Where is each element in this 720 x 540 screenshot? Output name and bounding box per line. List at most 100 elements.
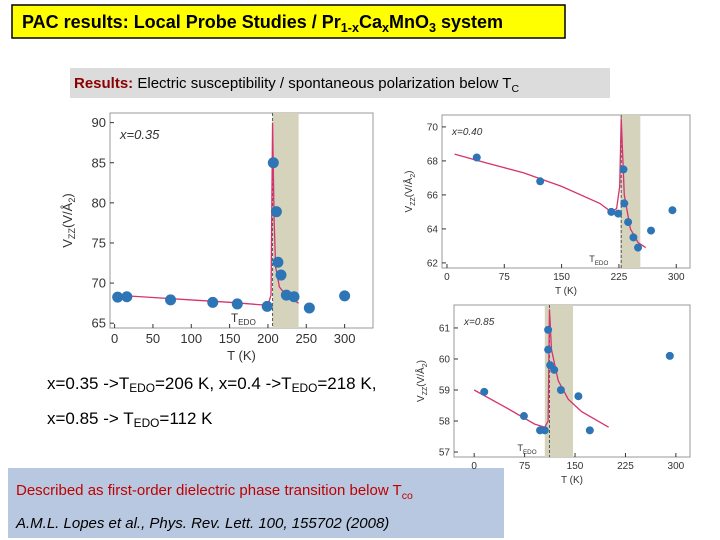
y-axis-label: VZZ(V/Å2) [60, 193, 77, 248]
data-point [544, 345, 553, 354]
subtitle-part: Results: [74, 75, 133, 92]
y-axis-label-part: V [416, 395, 427, 402]
data-point [480, 387, 489, 396]
data-point [620, 199, 629, 208]
data-point [647, 226, 656, 235]
y-tick-label: 75 [92, 236, 106, 251]
data-point [585, 426, 594, 435]
fit-curve [454, 118, 647, 249]
x-tick-label: 0 [444, 272, 450, 283]
x-tick-label: 50 [146, 331, 160, 346]
y-tick-label: 57 [439, 448, 451, 459]
data-point [261, 300, 273, 312]
data-point [574, 392, 583, 401]
data-point [629, 233, 638, 242]
data-point [165, 294, 177, 306]
y-axis-label-part: 2 [67, 198, 77, 203]
data-point [550, 365, 559, 374]
title-part: PAC results: Local Probe Studies / Pr [22, 12, 341, 32]
y-axis-label-part: V [60, 239, 75, 248]
data-point [519, 412, 528, 421]
t-edo-label-part: T [231, 312, 238, 325]
data-point [207, 296, 219, 308]
note: Described as first-order dielectric phas… [16, 482, 413, 502]
t-edo-label-part: EDO [595, 260, 609, 267]
t-edo-label: TEDO [231, 312, 256, 327]
t-edo-label-part: T [517, 443, 523, 453]
data-point [272, 256, 284, 268]
title-part: system [436, 12, 503, 32]
x-tick-label: 225 [611, 272, 628, 283]
y-tick-label: 85 [92, 155, 106, 170]
t-edo-label: TEDO [517, 443, 536, 456]
data-point [472, 153, 481, 162]
t-edo-label-part: EDO [523, 449, 537, 456]
y-tick-label: 65 [92, 316, 106, 331]
y-tick-label: 60 [439, 354, 451, 365]
annotation: x=0.40 [451, 127, 483, 138]
annotation: x=0.35 [119, 127, 160, 142]
shaded-region [620, 115, 641, 268]
y-axis-label-part: 2 [410, 174, 417, 178]
data-point [665, 351, 674, 360]
y-tick-label: 62 [427, 258, 439, 269]
x-tick-label: 150 [219, 331, 241, 346]
y-axis-label-part: (V/Å [414, 367, 427, 387]
data-point [288, 291, 300, 303]
y-axis-label-part: V [404, 205, 415, 212]
data-point [614, 209, 623, 218]
t-edo-label-part: EDO [238, 318, 256, 327]
data-point [556, 385, 565, 394]
x-tick-label: 75 [519, 461, 531, 472]
x-tick-label: 300 [334, 331, 356, 346]
data-point [339, 290, 351, 302]
x-tick-label: 0 [471, 461, 477, 472]
plot-area [109, 112, 374, 329]
data-point [668, 206, 677, 215]
y-tick-label: 64 [427, 224, 439, 235]
data-point [634, 243, 643, 252]
title-part: 3 [429, 21, 436, 35]
line2: x=0.85 -> TEDO=112 K [47, 409, 213, 430]
data-point [270, 206, 282, 218]
y-axis-label-part: ZZ [67, 228, 77, 240]
line-part: =218 K, [317, 374, 376, 393]
annotation: x=0.85 [463, 317, 495, 328]
y-axis-label-part: ZZ [410, 197, 417, 206]
y-tick-label: 90 [92, 115, 106, 130]
line-part: EDO [129, 381, 155, 395]
x-axis-label: T (K) [227, 348, 256, 363]
y-axis-label: VZZ(V/Å2) [414, 360, 429, 402]
y-axis-label-part: (V/Å [60, 202, 75, 228]
data-point [624, 218, 633, 227]
x-axis-label: T (K) [555, 286, 577, 297]
x-tick-label: 200 [257, 331, 279, 346]
data-point [112, 291, 124, 303]
y-tick-label: 61 [439, 323, 451, 334]
data-point [607, 207, 616, 216]
note-box [8, 468, 504, 538]
data-point [267, 157, 279, 169]
note-part: Described as first-order dielectric phas… [16, 482, 402, 499]
title-part: x [382, 21, 389, 35]
y-axis-label-part: ) [416, 360, 427, 363]
x-tick-label: 75 [499, 272, 511, 283]
y-tick-label: 58 [439, 417, 451, 428]
line-part: x=0.85 -> T [47, 409, 134, 428]
x-tick-label: 250 [295, 331, 317, 346]
x-tick-label: 100 [180, 331, 202, 346]
title-box [11, 4, 566, 39]
y-tick-label: 66 [427, 190, 439, 201]
data-point [544, 325, 553, 334]
y-axis-label-part: ZZ [422, 386, 429, 395]
y-axis-label-part: ) [60, 193, 75, 197]
data-point [619, 165, 628, 174]
x-tick-label: 300 [668, 272, 685, 283]
subtitle-part: Electric susceptibility / spontaneous po… [133, 75, 511, 92]
y-tick-label: 59 [439, 385, 451, 396]
line-part: =206 K, x=0.4 ->T [155, 374, 292, 393]
y-axis-label-part: (V/Å [402, 177, 415, 197]
x-tick-label: 300 [668, 461, 685, 472]
fit-curve [114, 122, 299, 306]
